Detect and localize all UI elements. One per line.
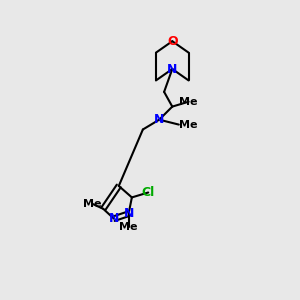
Text: N: N [109, 212, 119, 225]
Text: Cl: Cl [142, 186, 155, 199]
Text: N: N [167, 62, 178, 76]
Text: N: N [123, 207, 134, 220]
Text: Me: Me [179, 97, 198, 107]
Text: Me: Me [179, 120, 197, 130]
Text: N: N [154, 113, 164, 126]
Text: Me: Me [83, 199, 102, 209]
Text: Me: Me [119, 222, 138, 232]
Text: O: O [167, 35, 178, 48]
